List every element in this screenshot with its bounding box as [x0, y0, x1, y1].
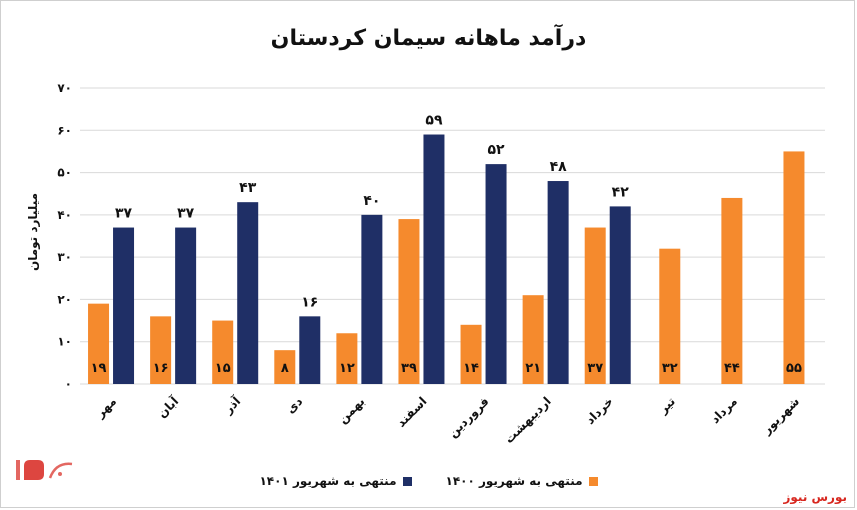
- data-label-1400: ۵۵: [786, 361, 802, 376]
- y-tick-label: ۲۰: [57, 292, 72, 306]
- bar-1400: [212, 320, 234, 384]
- y-tick-label: ۰: [65, 377, 72, 391]
- x-tick-label: مهر: [92, 394, 119, 421]
- y-tick-label: ۳۰: [57, 250, 72, 264]
- data-label-1401: ۱۶: [301, 294, 318, 310]
- data-label-1401: ۴۳: [239, 180, 257, 196]
- legend-swatch-1400: [588, 476, 598, 486]
- source-label: بورس نیوز: [783, 490, 847, 504]
- chart-title: درآمد ماهانه سیمان کردستان: [270, 26, 587, 51]
- bar-1400: [659, 248, 681, 384]
- x-tick-label: آذر: [220, 393, 244, 417]
- x-tick-label: بهمن: [335, 394, 367, 426]
- legend-item-1401: منتهی به شهریور ۱۴۰۱: [259, 474, 412, 488]
- data-label-1400: ۱۴: [463, 361, 479, 376]
- data-label-1401: ۴۲: [612, 184, 630, 200]
- x-tick-label: فروردین: [446, 394, 493, 441]
- gridlines: [80, 87, 825, 385]
- x-tick-label: مرداد: [708, 394, 740, 426]
- bars: [88, 134, 805, 384]
- y-tick-labels: ۰ ۱۰ ۲۰ ۳۰ ۴۰ ۵۰ ۶۰ ۷۰: [57, 81, 72, 391]
- bar-1400: [150, 316, 172, 384]
- data-label-1400: ۳۷: [587, 361, 603, 376]
- x-tick-label: شهریور: [759, 394, 803, 438]
- x-tick-labels: مهر آبان آذر دی بهمن اسفند فروردین اردیبهشت خردا…: [92, 393, 802, 446]
- bar-1400: [274, 350, 296, 384]
- data-label-1401: ۳۷: [177, 206, 195, 222]
- bar-1401: [485, 164, 507, 384]
- data-label-1400: ۱۶: [153, 361, 169, 376]
- y-tick-label: ۷۰: [57, 81, 72, 95]
- bar-1401: [237, 202, 259, 384]
- data-label-1400: ۱۵: [215, 361, 231, 376]
- data-label-1400: ۴۴: [724, 361, 740, 376]
- bar-1400: [783, 151, 805, 384]
- data-label-1401: ۵۹: [425, 113, 443, 129]
- data-label-1401: ۴۰: [363, 193, 380, 209]
- legend-item-1400: منتهی به شهریور ۱۴۰۰: [446, 474, 598, 488]
- data-label-1400: ۸: [281, 361, 289, 376]
- data-label-1400: ۳۲: [662, 361, 678, 376]
- bar-1400: [460, 324, 482, 384]
- data-labels: ۱۹ ۳۷ ۱۶ ۳۷ ۱۵ ۴۳ ۸ ۱۶ ۱۲ ۴۰ ۳۹ ۵۹ ۱۴ ۵۲ ۲۱ ۴۸ ۳۷ ۴۲ ۳۲ ۴۴ ۵…: [91, 113, 802, 376]
- y-tick-label: ۱۰: [57, 335, 72, 349]
- x-tick-label: تیر: [655, 394, 678, 417]
- data-label-1400: ۲۱: [525, 361, 541, 376]
- data-label-1401: ۳۷: [115, 206, 133, 222]
- x-tick-label: اسفند: [394, 394, 430, 430]
- data-label-1400: ۱۹: [91, 361, 107, 376]
- bar-1401: [547, 181, 569, 384]
- data-label-1401: ۵۲: [487, 142, 505, 158]
- x-tick-label: خرداد: [583, 394, 616, 427]
- data-label-1401: ۴۸: [550, 159, 568, 175]
- bar-1400: [336, 333, 358, 384]
- data-label-1400: ۳۹: [401, 361, 417, 376]
- bar-1401: [609, 206, 631, 384]
- bar-1401: [175, 227, 197, 384]
- bar-1401: [299, 316, 321, 384]
- bar-1400: [522, 295, 544, 384]
- x-tick-label: دی: [283, 394, 305, 416]
- y-tick-label: ۴۰: [57, 208, 72, 222]
- legend-label-1401: منتهی به شهریور ۱۴۰۱: [259, 474, 397, 488]
- bar-1400: [721, 197, 743, 384]
- data-label-1400: ۱۲: [339, 361, 355, 376]
- logo-icon: [16, 460, 73, 480]
- bar-1401: [361, 214, 383, 384]
- legend: منتهی به شهریور ۱۴۰۱ منتهی به شهریور ۱۴۰…: [0, 474, 857, 488]
- y-tick-label: ۶۰: [57, 123, 72, 137]
- y-tick-label: ۵۰: [57, 166, 72, 180]
- legend-swatch-1401: [402, 476, 412, 486]
- legend-label-1400: منتهی به شهریور ۱۴۰۰: [445, 474, 583, 488]
- bar-1400: [398, 219, 420, 384]
- bar-1400: [88, 303, 110, 384]
- bar-1401: [113, 227, 135, 384]
- x-tick-label: آبان: [154, 393, 182, 421]
- bar-1401: [423, 134, 445, 384]
- x-tick-label: اردیبهشت: [502, 394, 554, 446]
- bar-1400: [584, 227, 606, 384]
